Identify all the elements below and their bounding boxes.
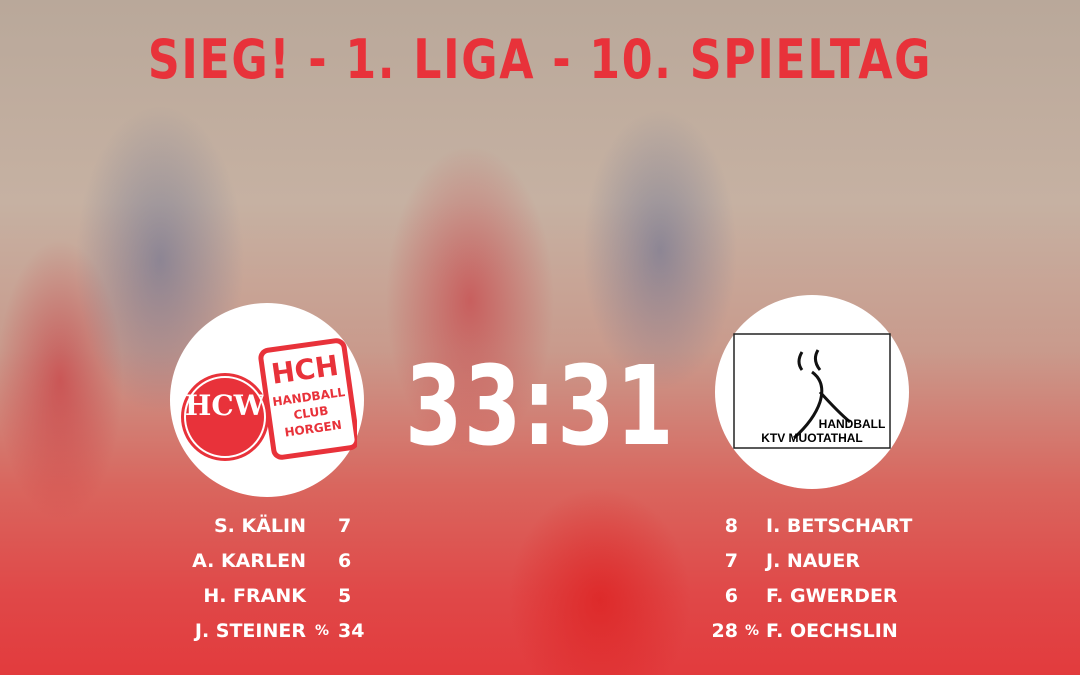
player-row: J. STEINER% 34 <box>150 613 378 648</box>
player-name: A. KARLEN <box>192 549 306 572</box>
player-name: F. GWERDER <box>766 584 898 607</box>
player-name: S. KÄLIN <box>213 514 306 537</box>
player-row: S. KÄLIN 7 <box>150 508 378 543</box>
final-score: 33:31 <box>404 342 676 470</box>
home-top-players: S. KÄLIN 7 A. KARLEN 6 H. FRANK 5 J. STEINE… <box>150 508 378 648</box>
svg-text:KTV MUOTATHAL: KTV MUOTATHAL <box>761 431 863 445</box>
headline: SIEG! - 1. LIGA - 10. SPIELTAG <box>147 28 933 91</box>
player-name: J. NAUER <box>766 549 860 572</box>
player-value: 5 <box>338 584 352 607</box>
home-team-logo: HCW HCH HANDBALL CLUB HORGEN <box>170 303 364 497</box>
player-value: 6 <box>338 549 352 572</box>
player-value: 6 <box>724 584 738 607</box>
player-row: 7 J. NAUER <box>660 543 966 578</box>
player-value: 7 <box>724 549 738 572</box>
percent-mark: % <box>744 622 760 639</box>
player-row: A. KARLEN 6 <box>150 543 378 578</box>
player-value: 28 <box>711 619 738 642</box>
player-row: H. FRANK 5 <box>150 578 378 613</box>
away-top-players: 8 I. BETSCHART 7 J. NAUER 6 F. GWERDER 28% F… <box>660 508 966 648</box>
player-value: 7 <box>338 514 352 537</box>
player-name: I. BETSCHART <box>766 514 913 537</box>
player-value: 8 <box>724 514 738 537</box>
player-name: H. FRANK <box>203 584 306 607</box>
player-value: 34 <box>338 619 365 642</box>
svg-text:HANDBALL: HANDBALL <box>819 417 886 431</box>
player-row: 28% F. OECHSLIN <box>660 613 966 648</box>
player-row: 8 I. BETSCHART <box>660 508 966 543</box>
percent-mark: % <box>314 622 330 639</box>
player-row: 6 F. GWERDER <box>660 578 966 613</box>
away-team-logo: HANDBALL KTV MUOTATHAL <box>715 295 909 489</box>
player-name: J. STEINER <box>194 619 306 642</box>
player-name: F. OECHSLIN <box>766 619 898 642</box>
svg-text:CLUB: CLUB <box>293 404 330 423</box>
svg-text:HCW: HCW <box>185 389 266 422</box>
